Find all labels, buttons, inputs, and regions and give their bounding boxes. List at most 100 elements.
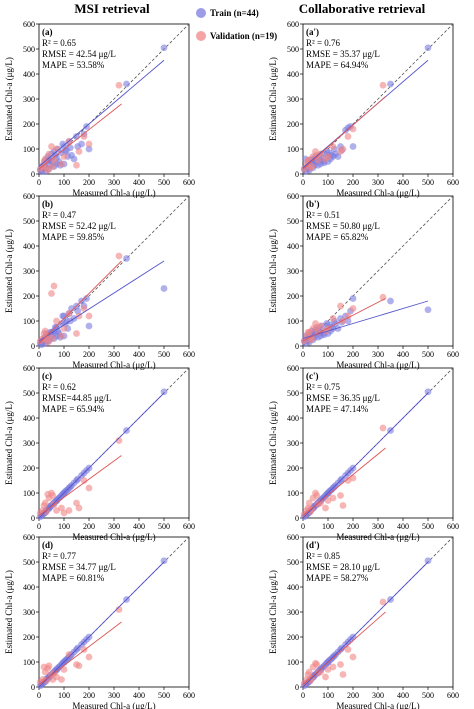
train-point: [344, 317, 352, 325]
y-tick-label: 200: [23, 633, 35, 642]
r2-stat: R² = 0.62: [42, 382, 76, 392]
x-tick-label: 300: [108, 522, 120, 531]
x-tick-label: 600: [447, 350, 459, 359]
validation-point: [41, 499, 49, 507]
validation-point: [349, 653, 357, 661]
x-tick-label: 100: [58, 522, 70, 531]
x-tick-label: 600: [447, 178, 459, 187]
legend: Train (n=44) Validation (n=19): [196, 8, 277, 41]
y-tick-label: 500: [23, 558, 35, 567]
validation-fit-line: [38, 455, 122, 516]
mape-stat: MAPE = 65.94%: [42, 404, 105, 414]
validation-point: [379, 81, 387, 89]
validation-point: [85, 484, 93, 492]
series-validation: [300, 293, 387, 345]
y-tick-label: 300: [287, 439, 299, 448]
x-tick-label: 100: [58, 691, 70, 700]
series-validation: [36, 437, 123, 517]
y-tick-label: 400: [23, 583, 35, 592]
validation-point: [339, 145, 347, 153]
x-tick-label: 600: [183, 691, 195, 700]
x-tick-label: 600: [183, 350, 195, 359]
panel-0: 00 100 100 200 200 300 300 400 400 500 500 600 600 Me…: [4, 20, 195, 198]
train-point: [349, 295, 357, 302]
train-point: [160, 285, 168, 292]
panel-2: 00 100 100 200 200 300 300 400 400 500 500 600 600 Me…: [4, 192, 195, 370]
validation-point: [115, 606, 123, 613]
panel-label: (a): [42, 27, 53, 37]
x-axis-label: Measured Chl-a (μg/L): [72, 360, 155, 370]
panel-label: (a'): [306, 27, 319, 37]
y-tick-label: 300: [23, 439, 35, 448]
x-tick-label: 600: [447, 522, 459, 531]
r2-stat: R² = 0.51: [306, 210, 340, 220]
x-tick-label: 400: [397, 178, 409, 187]
validation-point: [44, 338, 52, 346]
x-tick-label: 300: [372, 178, 384, 187]
x-tick-label: 600: [447, 691, 459, 700]
panel-label: (d'): [306, 540, 320, 550]
legend-validation-marker: [196, 31, 206, 41]
validation-point: [50, 156, 58, 164]
y-tick-label: 500: [287, 389, 299, 398]
x-tick-label: 400: [133, 691, 145, 700]
validation-point: [75, 148, 83, 155]
x-tick-label: 200: [83, 350, 95, 359]
y-axis-label: Estimated Chl-a (μg/L): [4, 229, 14, 313]
validation-point: [349, 474, 357, 482]
validation-point: [85, 140, 93, 148]
x-tick-label: 100: [322, 691, 334, 700]
validation-point: [80, 305, 88, 312]
validation-point: [339, 671, 347, 678]
panel-label: (b): [42, 199, 53, 209]
legend-validation-label: Validation (n=19): [210, 31, 277, 41]
col-title-collaborative: Collaborative retrieval: [299, 1, 426, 16]
rmse-stat: RMSE=44.85 μg/L: [42, 393, 111, 403]
validation-point: [313, 492, 321, 499]
y-tick-label: 400: [23, 414, 35, 423]
y-tick-label: 0: [295, 514, 299, 523]
y-tick-label: 300: [287, 95, 299, 104]
train-point: [123, 255, 130, 262]
x-tick-label: 400: [133, 178, 145, 187]
x-tick-label: 600: [183, 522, 195, 531]
x-tick-label: 0: [301, 691, 305, 700]
mape-stat: MAPE = 59.85%: [42, 232, 105, 242]
train-fit-line: [302, 392, 429, 519]
y-tick-label: 0: [31, 342, 35, 351]
y-tick-label: 200: [23, 120, 35, 129]
x-tick-label: 100: [322, 350, 334, 359]
validation-point: [45, 150, 53, 158]
x-axis-label: Measured Chl-a (μg/L): [72, 701, 155, 709]
y-tick-label: 100: [287, 658, 299, 667]
x-axis-label: Measured Chl-a (μg/L): [72, 188, 155, 198]
col-title-msi: MSI retrieval: [74, 1, 150, 16]
validation-point: [80, 477, 88, 484]
x-tick-label: 0: [301, 522, 305, 531]
validation-point: [115, 252, 123, 260]
legend-train-marker: [196, 8, 206, 18]
y-tick-label: 500: [287, 45, 299, 54]
x-tick-label: 300: [108, 350, 120, 359]
panel-5: 00100100200200300300400400500500600600Me…: [268, 364, 459, 542]
validation-point: [41, 327, 49, 335]
panel-6: 00 100 100 200 200 300 300 400 400 500 500 600 600 Me…: [4, 533, 195, 709]
validation-point: [339, 502, 347, 509]
y-axis-label: Estimated Chl-a (μg/L): [268, 57, 278, 141]
y-tick-label: 200: [287, 292, 299, 301]
x-tick-label: 300: [108, 178, 120, 187]
rmse-stat: RMSE = 50.80 μg/L: [306, 221, 380, 231]
train-fit-line: [38, 392, 165, 519]
panel-label: (c'): [306, 371, 319, 381]
x-tick-label: 500: [158, 178, 170, 187]
y-axis-label: Estimated Chl-a (μg/L): [268, 570, 278, 654]
mape-stat: MAPE = 64.94%: [306, 60, 369, 70]
y-tick-label: 200: [287, 120, 299, 129]
validation-point: [85, 312, 93, 320]
x-tick-label: 200: [83, 178, 95, 187]
x-tick-label: 500: [422, 691, 434, 700]
validation-point: [305, 499, 313, 507]
r2-stat: R² = 0.65: [42, 38, 77, 48]
mape-stat: MAPE = 58.27%: [306, 573, 369, 583]
